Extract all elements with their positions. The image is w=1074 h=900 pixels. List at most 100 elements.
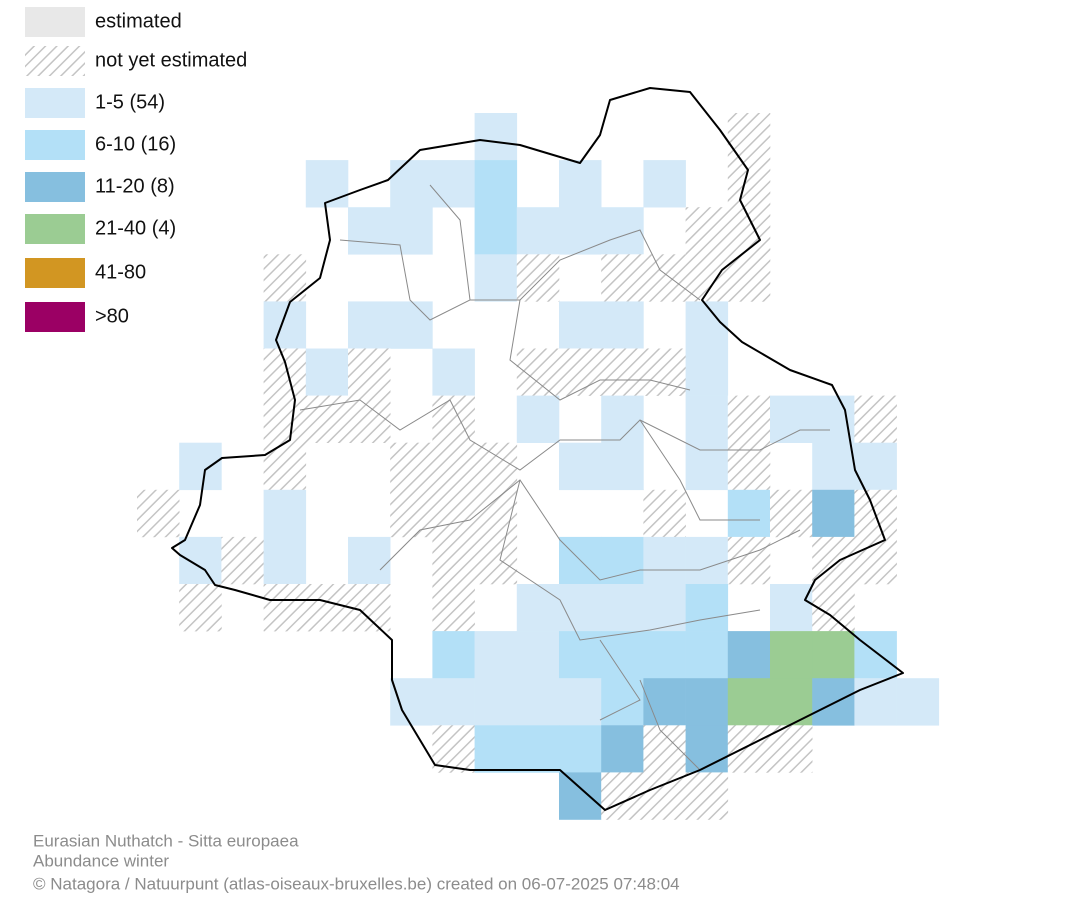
grid-cell bbox=[812, 489, 855, 538]
grid-cell bbox=[516, 584, 560, 632]
grid-cell bbox=[812, 395, 855, 443]
grid-cell bbox=[305, 160, 349, 208]
grid-cell bbox=[474, 631, 518, 679]
grid-cell bbox=[263, 348, 307, 396]
grid-cell bbox=[770, 489, 813, 538]
grid-cell bbox=[601, 631, 644, 679]
grid-cell bbox=[390, 301, 433, 349]
grid-cell bbox=[432, 678, 475, 726]
grid-cell bbox=[643, 772, 686, 820]
grid-cell bbox=[854, 395, 897, 443]
legend-swatch bbox=[25, 172, 85, 202]
grid-cell bbox=[727, 113, 771, 161]
grid-cell bbox=[474, 207, 518, 255]
grid-cell bbox=[432, 489, 475, 538]
grid-cell bbox=[559, 348, 602, 396]
grid-cell bbox=[432, 584, 475, 632]
grid-cell bbox=[601, 678, 644, 726]
grid-cell bbox=[305, 584, 349, 632]
grid-cell bbox=[727, 160, 771, 208]
grid-cell bbox=[601, 395, 644, 443]
legend-swatch bbox=[25, 88, 85, 118]
grid-cell bbox=[685, 678, 729, 726]
grid-cells bbox=[137, 113, 940, 820]
grid-cell bbox=[474, 160, 518, 208]
grid-cell bbox=[727, 395, 771, 443]
grid-cell bbox=[601, 348, 644, 396]
grid-cell bbox=[685, 442, 729, 491]
grid-cell bbox=[685, 536, 729, 585]
grid-cell bbox=[390, 442, 433, 491]
legend-label: not yet estimated bbox=[95, 49, 247, 71]
grid-cell bbox=[432, 631, 475, 679]
grid-cell bbox=[559, 772, 602, 820]
grid-cell bbox=[263, 301, 307, 349]
grid-cell bbox=[727, 536, 771, 585]
legend-swatch bbox=[25, 258, 85, 288]
grid-cell bbox=[348, 584, 391, 632]
grid-cell bbox=[474, 442, 518, 491]
grid-cell bbox=[727, 207, 771, 255]
grid-cell bbox=[432, 348, 475, 396]
grid-cell bbox=[812, 631, 855, 679]
grid-cell bbox=[348, 536, 391, 585]
grid-cell bbox=[179, 536, 222, 585]
grid-cell bbox=[727, 631, 771, 679]
footer-credit: © Natagora / Natuurpunt (atlas-oiseaux-b… bbox=[33, 874, 680, 893]
grid-cell bbox=[474, 678, 518, 726]
grid-cell bbox=[432, 536, 475, 585]
grid-cell bbox=[643, 631, 686, 679]
grid-cell bbox=[137, 489, 180, 538]
grid-cell bbox=[896, 678, 940, 726]
footer-species: Eurasian Nuthatch - Sitta europaea bbox=[33, 831, 299, 850]
grid-cell bbox=[516, 631, 560, 679]
grid-cell bbox=[727, 254, 771, 302]
grid-cell bbox=[770, 725, 813, 773]
grid-cell bbox=[305, 348, 349, 396]
grid-cell bbox=[643, 254, 686, 302]
grid-cell bbox=[516, 207, 560, 255]
grid-cell bbox=[474, 725, 518, 773]
legend-label: 1-5 (54) bbox=[95, 91, 165, 113]
grid-cell bbox=[263, 489, 307, 538]
grid-cell bbox=[474, 536, 518, 585]
grid-cell bbox=[854, 631, 897, 679]
grid-cell bbox=[770, 678, 813, 726]
legend-swatch bbox=[25, 46, 85, 76]
grid-cell bbox=[516, 678, 560, 726]
grid-cell bbox=[643, 489, 686, 538]
grid-cell bbox=[348, 348, 391, 396]
grid-cell bbox=[601, 254, 644, 302]
legend-label: 11-20 (8) bbox=[95, 175, 175, 197]
grid-cell bbox=[559, 442, 602, 491]
legend-label: estimated bbox=[95, 10, 182, 32]
grid-cell bbox=[643, 678, 686, 726]
grid-cell bbox=[601, 584, 644, 632]
grid-cell bbox=[643, 348, 686, 396]
grid-cell bbox=[348, 207, 391, 255]
grid-cell bbox=[727, 678, 771, 726]
grid-cell bbox=[770, 395, 813, 443]
commune-borders bbox=[299, 184, 830, 771]
grid-cell bbox=[685, 772, 729, 820]
grid-cell bbox=[516, 725, 560, 773]
grid-cell bbox=[812, 442, 855, 491]
grid-cell bbox=[263, 395, 307, 443]
grid-cell bbox=[559, 678, 602, 726]
grid-cell bbox=[643, 536, 686, 585]
grid-cell bbox=[348, 301, 391, 349]
grid-cell bbox=[432, 442, 475, 491]
grid-cell bbox=[221, 536, 264, 585]
grid-cell bbox=[601, 442, 644, 491]
grid-cell bbox=[432, 395, 475, 443]
grid-cell bbox=[390, 489, 433, 538]
grid-cell bbox=[770, 584, 813, 632]
grid-cell bbox=[601, 301, 644, 349]
grid-cell bbox=[263, 584, 307, 632]
grid-cell bbox=[559, 301, 602, 349]
grid-cell bbox=[348, 395, 391, 443]
grid-cell bbox=[559, 160, 602, 208]
grid-cell bbox=[812, 678, 855, 726]
